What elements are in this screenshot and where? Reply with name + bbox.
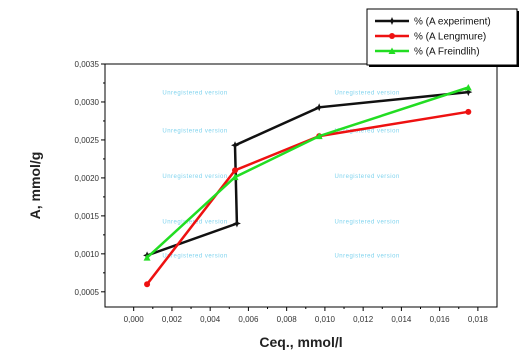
series-line [146,110,469,285]
y-tick-label: 0,0015 [75,212,100,221]
y-tick-label: 0,0025 [75,136,100,145]
x-axis: 0,000 0,002 0,004 0,006 0,008 0,010 0,012 0,014… [124,307,489,324]
x-tick-label: 0,004 [200,315,221,324]
y-tick-label: 0,0005 [75,288,100,297]
legend-marker [388,17,396,25]
watermark-text: Unregistered version [162,128,227,134]
data-point [231,173,239,181]
legend-item: % (A Lengmure) [375,32,486,43]
x-tick-label: 0,008 [277,315,298,324]
x-axis-title: Ceq., mmol/l [259,334,342,350]
y-tick-label: 0,0020 [75,174,100,183]
series-layer [143,84,473,288]
x-tick-label: 0,016 [430,315,451,324]
watermark-text: Unregistered version [162,174,227,180]
series-line [146,86,469,259]
y-axis-title: A, mmol/g [27,152,43,220]
data-point [144,281,151,288]
legend-item: % (A Freindlih) [375,47,480,58]
watermark-text: Unregistered version [162,90,227,96]
legend-marker [389,33,395,39]
x-tick-label: 0,000 [124,315,145,324]
legend-item: % (A experiment) [375,17,491,28]
watermark-text: Unregistered version [162,254,227,260]
legend: % (A experiment) % (A Lengmure) % (A Frein… [366,8,519,67]
x-tick-label: 0,002 [162,315,183,324]
watermark-text: Unregistered version [334,90,399,96]
data-point [465,108,472,115]
watermark-text: Unregistered version [334,128,399,134]
data-point [232,167,239,174]
legend-label: % (A Freindlih) [414,47,480,58]
data-point [464,84,472,91]
data-point [231,141,240,150]
x-tick-label: 0,012 [353,315,374,324]
legend-label: % (A Lengmure) [414,32,486,43]
data-point [315,132,323,140]
data-point [143,254,151,261]
data-point [464,88,473,97]
watermark-text: Unregistered version [334,174,399,180]
watermark-text: Unregistered version [334,254,399,260]
x-tick-label: 0,018 [468,315,489,324]
watermark-text: Unregistered version [334,219,399,225]
x-tick-label: 0,010 [315,315,336,324]
legend-label: % (A experiment) [414,17,491,28]
data-point [315,103,324,112]
plot-frame [104,63,498,308]
y-axis: 0,0005 0,0010 0,0015 0,0020 0,0025 0,0030 0,00… [75,60,105,297]
legend-marker [388,47,396,54]
y-tick-label: 0,0030 [75,98,100,107]
data-point [232,219,241,228]
series-3 [143,84,472,261]
y-tick-label: 0,0035 [75,60,100,69]
x-tick-label: 0,006 [238,315,259,324]
y-tick-label: 0,0010 [75,250,100,259]
x-tick-label: 0,014 [391,315,412,324]
